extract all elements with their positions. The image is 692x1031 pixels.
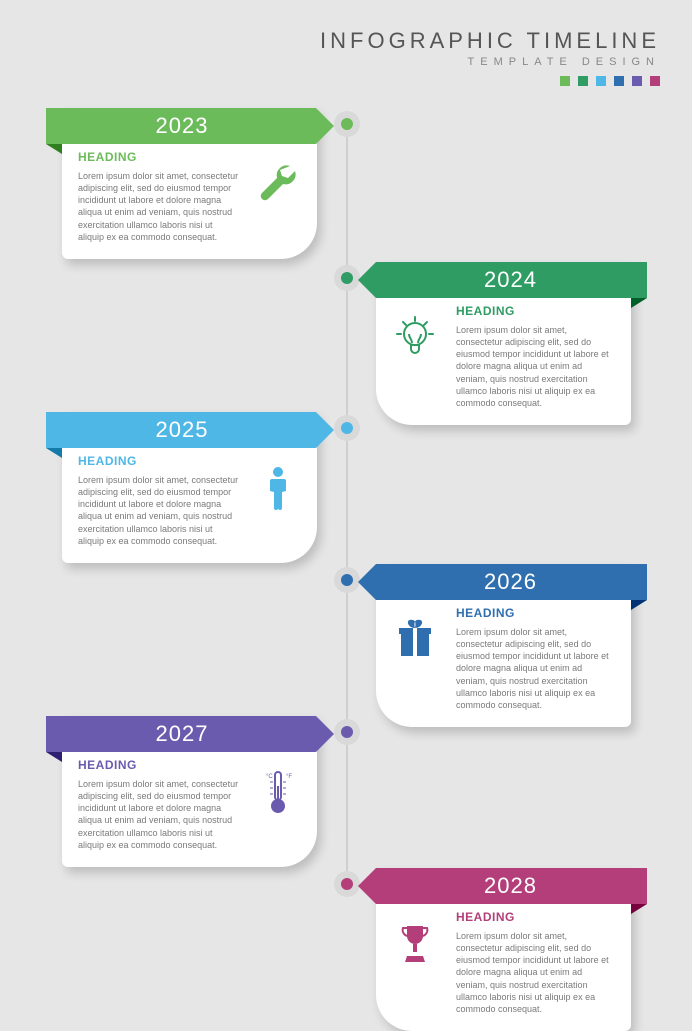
- color-swatches: [320, 76, 660, 86]
- year-label: 2026: [374, 569, 647, 595]
- banner-fold: [46, 448, 62, 458]
- timeline-dot: [334, 567, 360, 593]
- timeline-card: 2026HEADINGLorem ipsum dolor sit amet, c…: [376, 564, 631, 727]
- swatch: [578, 76, 588, 86]
- card-heading: HEADING: [456, 304, 615, 318]
- card-body: Lorem ipsum dolor sit amet, consectetur …: [78, 778, 239, 851]
- year-label: 2024: [374, 267, 647, 293]
- wrench-icon: [253, 158, 303, 218]
- card-heading: HEADING: [78, 454, 239, 468]
- subtitle: TEMPLATE DESIGN: [320, 56, 660, 68]
- card-body: Lorem ipsum dolor sit amet, consectetur …: [456, 930, 615, 1015]
- card-heading: HEADING: [456, 910, 615, 924]
- swatch: [632, 76, 642, 86]
- swatch: [614, 76, 624, 86]
- card-heading: HEADING: [456, 606, 615, 620]
- thermometer-icon: [253, 766, 303, 826]
- trophy-icon: [390, 918, 440, 978]
- timeline-dot: [334, 111, 360, 137]
- year-banner: 2027: [46, 716, 334, 752]
- main-title: INFOGRAPHIC TIMELINE: [320, 28, 660, 54]
- card-heading: HEADING: [78, 758, 239, 772]
- timeline-dot: [334, 415, 360, 441]
- card-body: Lorem ipsum dolor sit amet, consectetur …: [78, 170, 239, 243]
- year-label: 2027: [46, 721, 318, 747]
- year-label: 2028: [374, 873, 647, 899]
- swatch: [560, 76, 570, 86]
- banner-fold: [631, 600, 647, 610]
- timeline-card: 2025HEADINGLorem ipsum dolor sit amet, c…: [62, 412, 317, 563]
- timeline-card: 2023HEADINGLorem ipsum dolor sit amet, c…: [62, 108, 317, 259]
- year-label: 2025: [46, 417, 318, 443]
- timeline-card: 2024HEADINGLorem ipsum dolor sit amet, c…: [376, 262, 631, 425]
- card-body: Lorem ipsum dolor sit amet, consectetur …: [456, 324, 615, 409]
- swatch: [650, 76, 660, 86]
- year-banner: 2026: [358, 564, 647, 600]
- timeline-dot: [334, 265, 360, 291]
- timeline-card: 2028HEADINGLorem ipsum dolor sit amet, c…: [376, 868, 631, 1031]
- timeline-dot: [334, 719, 360, 745]
- timeline-card: 2027HEADINGLorem ipsum dolor sit amet, c…: [62, 716, 317, 867]
- person-icon: [253, 462, 303, 522]
- year-banner: 2023: [46, 108, 334, 144]
- banner-fold: [46, 752, 62, 762]
- timeline-dot: [334, 871, 360, 897]
- banner-fold: [631, 298, 647, 308]
- card-heading: HEADING: [78, 150, 239, 164]
- banner-fold: [631, 904, 647, 914]
- timeline-line: [346, 115, 348, 885]
- year-banner: 2024: [358, 262, 647, 298]
- header: INFOGRAPHIC TIMELINE TEMPLATE DESIGN: [320, 28, 660, 86]
- card-body: Lorem ipsum dolor sit amet, consectetur …: [456, 626, 615, 711]
- year-banner: 2025: [46, 412, 334, 448]
- bulb-icon: [390, 312, 440, 372]
- gift-icon: [390, 614, 440, 674]
- year-banner: 2028: [358, 868, 647, 904]
- swatch: [596, 76, 606, 86]
- card-body: Lorem ipsum dolor sit amet, consectetur …: [78, 474, 239, 547]
- banner-fold: [46, 144, 62, 154]
- year-label: 2023: [46, 113, 318, 139]
